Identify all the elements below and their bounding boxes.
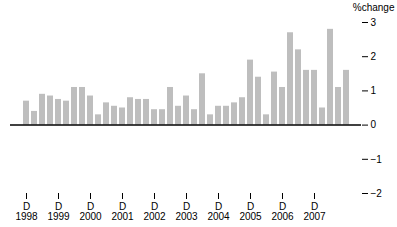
svg-text:D2007: D2007	[303, 201, 326, 222]
svg-text:2: 2	[371, 51, 377, 62]
svg-text:D2004: D2004	[207, 201, 230, 222]
svg-text:%change: %change	[353, 2, 395, 13]
svg-text:D1999: D1999	[47, 201, 70, 222]
svg-text:D2000: D2000	[79, 201, 102, 222]
svg-text:D2002: D2002	[143, 201, 166, 222]
svg-text:D2003: D2003	[175, 201, 198, 222]
svg-text:−2: −2	[371, 188, 383, 199]
svg-text:−1: −1	[371, 154, 383, 165]
svg-text:D2001: D2001	[111, 201, 134, 222]
svg-text:1: 1	[371, 85, 377, 96]
svg-text:D1998: D1998	[15, 201, 38, 222]
svg-text:0: 0	[371, 119, 377, 130]
svg-text:3: 3	[371, 17, 377, 28]
svg-text:D2006: D2006	[271, 201, 294, 222]
svg-text:D2005: D2005	[239, 201, 262, 222]
